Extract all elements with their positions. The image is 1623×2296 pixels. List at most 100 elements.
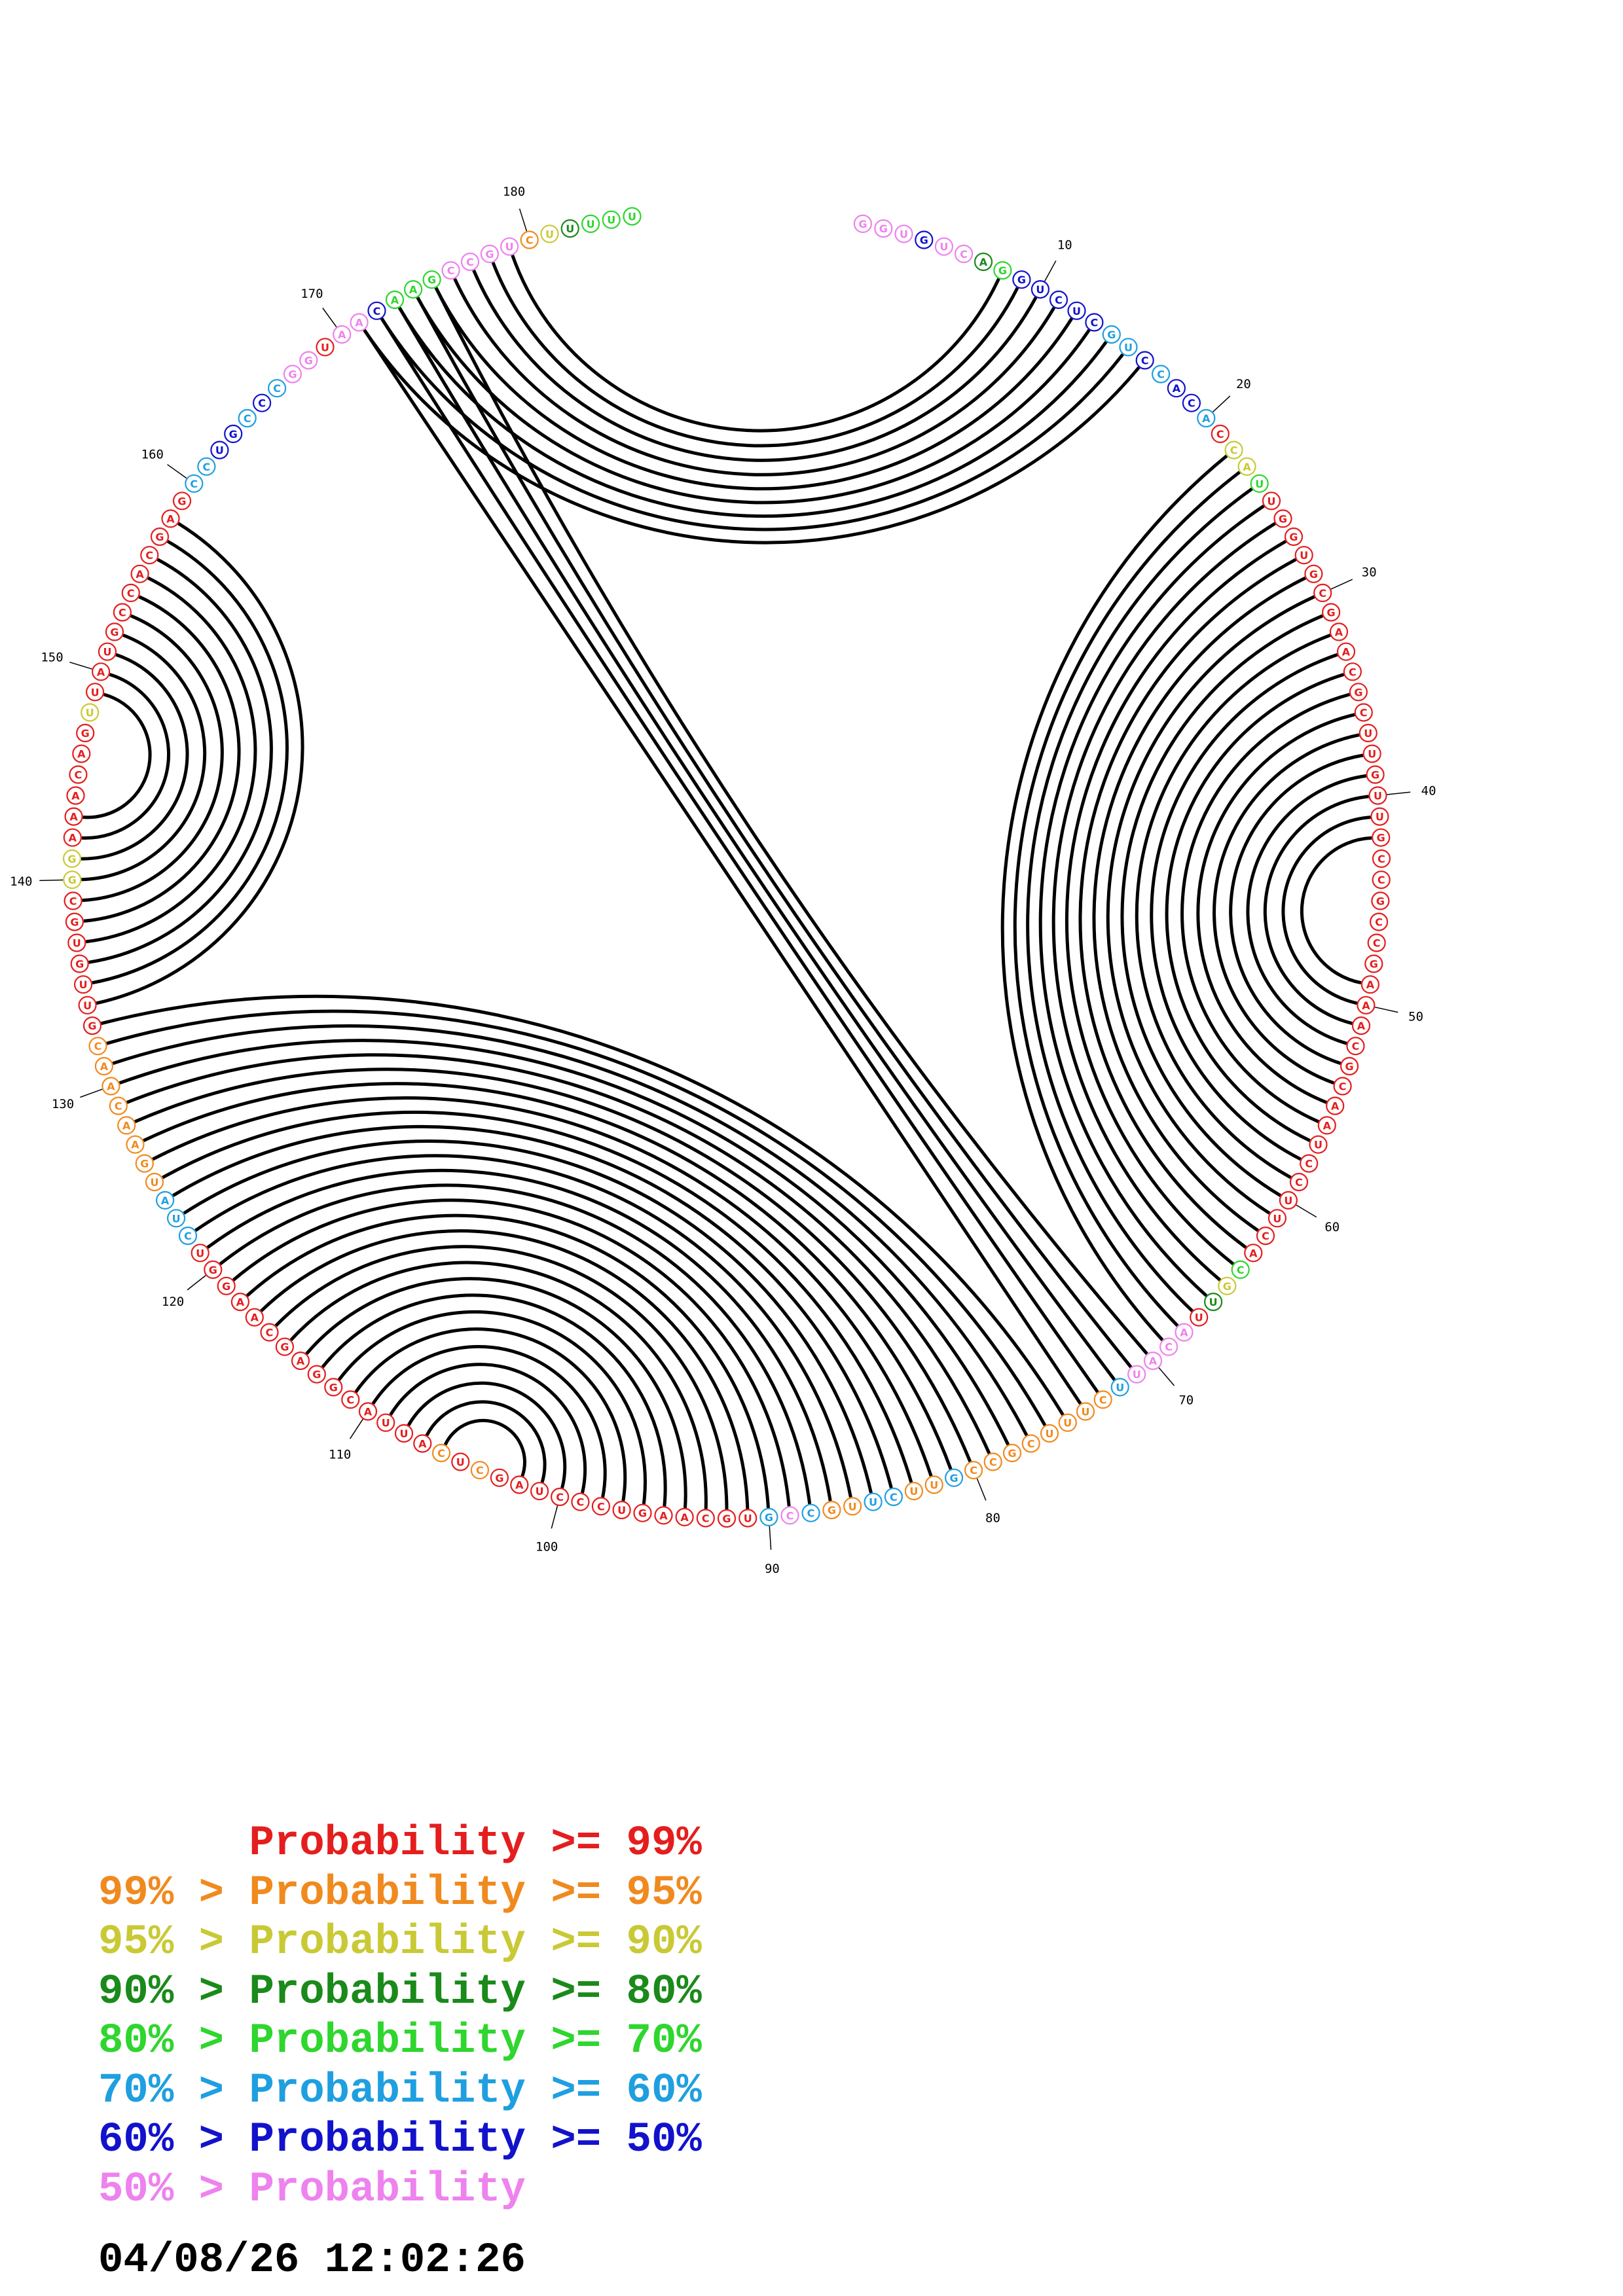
nucleotide-circle-12 [1067, 301, 1086, 320]
nucleotide-37: U [1359, 723, 1377, 743]
nucleotide-letter-123: U [172, 1212, 181, 1225]
nucleotide-letter-130: A [107, 1081, 115, 1093]
nucleotide-circle-81 [944, 1468, 964, 1487]
nucleotide-letter-82: U [930, 1479, 938, 1492]
pair-arc-102-106 [443, 1418, 526, 1477]
nucleotide-circle-126 [135, 1154, 154, 1173]
nucleotide-letter-14: G [1107, 329, 1116, 341]
nucleotide-circle-98 [591, 1497, 611, 1516]
nucleotide-circle-163 [224, 424, 243, 444]
nucleotide-letter-115: G [280, 1341, 289, 1354]
pair-arc-96-112 [337, 1310, 647, 1505]
nucleotide-107: A [413, 1434, 432, 1453]
nucleotide-40: U [1368, 786, 1387, 805]
nucleotide-circle-14 [1102, 325, 1121, 344]
tick-line-170 [322, 308, 337, 328]
nucleotide-letter-139: C [69, 895, 77, 907]
nucleotide-circle-118 [230, 1292, 249, 1312]
nucleotide-letter-56: A [1323, 1119, 1332, 1132]
nucleotide-24: U [1250, 474, 1269, 493]
nucleotide-circle-108 [394, 1424, 414, 1443]
nucleotide-letter-138: G [70, 916, 79, 929]
nucleotide-letter-37: U [1364, 727, 1372, 740]
nucleotide-letter-53: G [1345, 1060, 1354, 1073]
nucleotide-7: A [974, 252, 993, 272]
nucleotide-letter-124: A [161, 1194, 170, 1207]
nucleotide-circle-101 [530, 1482, 549, 1501]
tick-line-150 [69, 661, 92, 670]
pair-arc-97-111 [354, 1327, 627, 1501]
nucleotide-142: A [63, 828, 82, 847]
nucleotide-letter-72: U [1116, 1381, 1124, 1393]
nucleotide-30: C [1313, 583, 1332, 603]
nucleotide-circle-8 [993, 261, 1012, 280]
pair-arc-90-118 [246, 1213, 770, 1509]
pair-arc-34-57 [1165, 673, 1345, 1142]
nucleotide-43: C [1372, 849, 1391, 869]
nucleotide-circle-157 [150, 527, 170, 547]
nucleotide-1: G [853, 214, 873, 233]
nucleotide-letter-91: U [744, 1513, 752, 1525]
nucleotide-circle-148 [81, 703, 100, 722]
nucleotide-183: U [581, 214, 600, 233]
nucleotide-letter-69: C [1165, 1341, 1173, 1354]
nucleotide-circle-114 [291, 1352, 310, 1371]
nucleotide-letter-39: G [1371, 769, 1379, 781]
nucleotide-circle-83 [904, 1482, 924, 1501]
pair-arc-74-171 [363, 329, 1082, 1405]
tick-label-70: 70 [1178, 1393, 1194, 1407]
nucleotide-circle-69 [1159, 1337, 1178, 1356]
nucleotide-letter-30: C [1319, 587, 1326, 600]
nucleotide-letter-97: U [617, 1504, 626, 1516]
nucleotide-129: C [109, 1096, 128, 1115]
nucleotide-letter-10: U [1036, 283, 1044, 296]
pair-arc-14-173 [397, 306, 1108, 518]
nucleotide-39: G [1366, 765, 1385, 784]
nucleotide-letter-29: G [1309, 568, 1318, 581]
nucleotide-141: G [62, 849, 82, 869]
nucleotide-letter-8: G [998, 264, 1007, 277]
nucleotide-letter-157: G [155, 531, 164, 543]
nucleotide-161: C [197, 457, 216, 476]
pair-arc-100-108 [407, 1381, 567, 1489]
nucleotide-47: C [1367, 933, 1386, 952]
nucleotide-56: A [1317, 1116, 1336, 1135]
nucleotide-letter-167: G [288, 368, 297, 381]
nucleotide-circle-4 [915, 230, 934, 249]
nucleotide-letter-76: U [1046, 1427, 1054, 1440]
nucleotide-letter-43: C [1377, 853, 1385, 865]
nucleotide-circle-138 [65, 912, 84, 931]
nucleotide-circle-44 [1372, 870, 1391, 889]
nucleotide-circle-177 [460, 252, 480, 272]
pair-arc-98-110 [371, 1345, 607, 1498]
nucleotide-76: U [1040, 1424, 1059, 1443]
nucleotide-circle-50 [1357, 996, 1376, 1014]
nucleotide-letter-165: C [258, 397, 266, 410]
nucleotide-letter-27: G [1289, 531, 1298, 543]
nucleotide-circle-136 [70, 954, 89, 973]
nucleotide-letter-1: G [858, 218, 867, 230]
nucleotide-circle-13 [1085, 313, 1104, 332]
tick-label-140: 140 [10, 874, 32, 889]
nucleotide-26: G [1273, 509, 1292, 528]
nucleotide-139: C [64, 891, 82, 910]
nucleotide-letter-155: A [136, 568, 144, 581]
tick-label-130: 130 [52, 1097, 74, 1111]
nucleotide-letter-172: C [373, 305, 381, 317]
nucleotide-letter-121: U [196, 1247, 204, 1259]
nucleotide-106: C [431, 1443, 451, 1463]
legend-row-6: 60% > Probability >= 50% [98, 2117, 702, 2164]
nucleotide-95: A [654, 1506, 673, 1525]
nucleotide-50: A [1357, 996, 1376, 1014]
nucleotide-115: G [275, 1337, 294, 1356]
nucleotide-21: C [1211, 424, 1230, 444]
tick-line-10 [1044, 260, 1057, 282]
nucleotide-letter-120: G [209, 1264, 217, 1276]
nucleotide-circle-65 [1218, 1276, 1237, 1295]
nucleotide-57: U [1309, 1135, 1328, 1154]
nucleotide-letter-57: U [1314, 1139, 1322, 1151]
nucleotide-letter-131: A [100, 1060, 109, 1073]
nucleotide-circle-156 [140, 546, 159, 565]
nucleotide-46: C [1370, 912, 1389, 931]
nucleotide-circle-11 [1049, 290, 1068, 310]
